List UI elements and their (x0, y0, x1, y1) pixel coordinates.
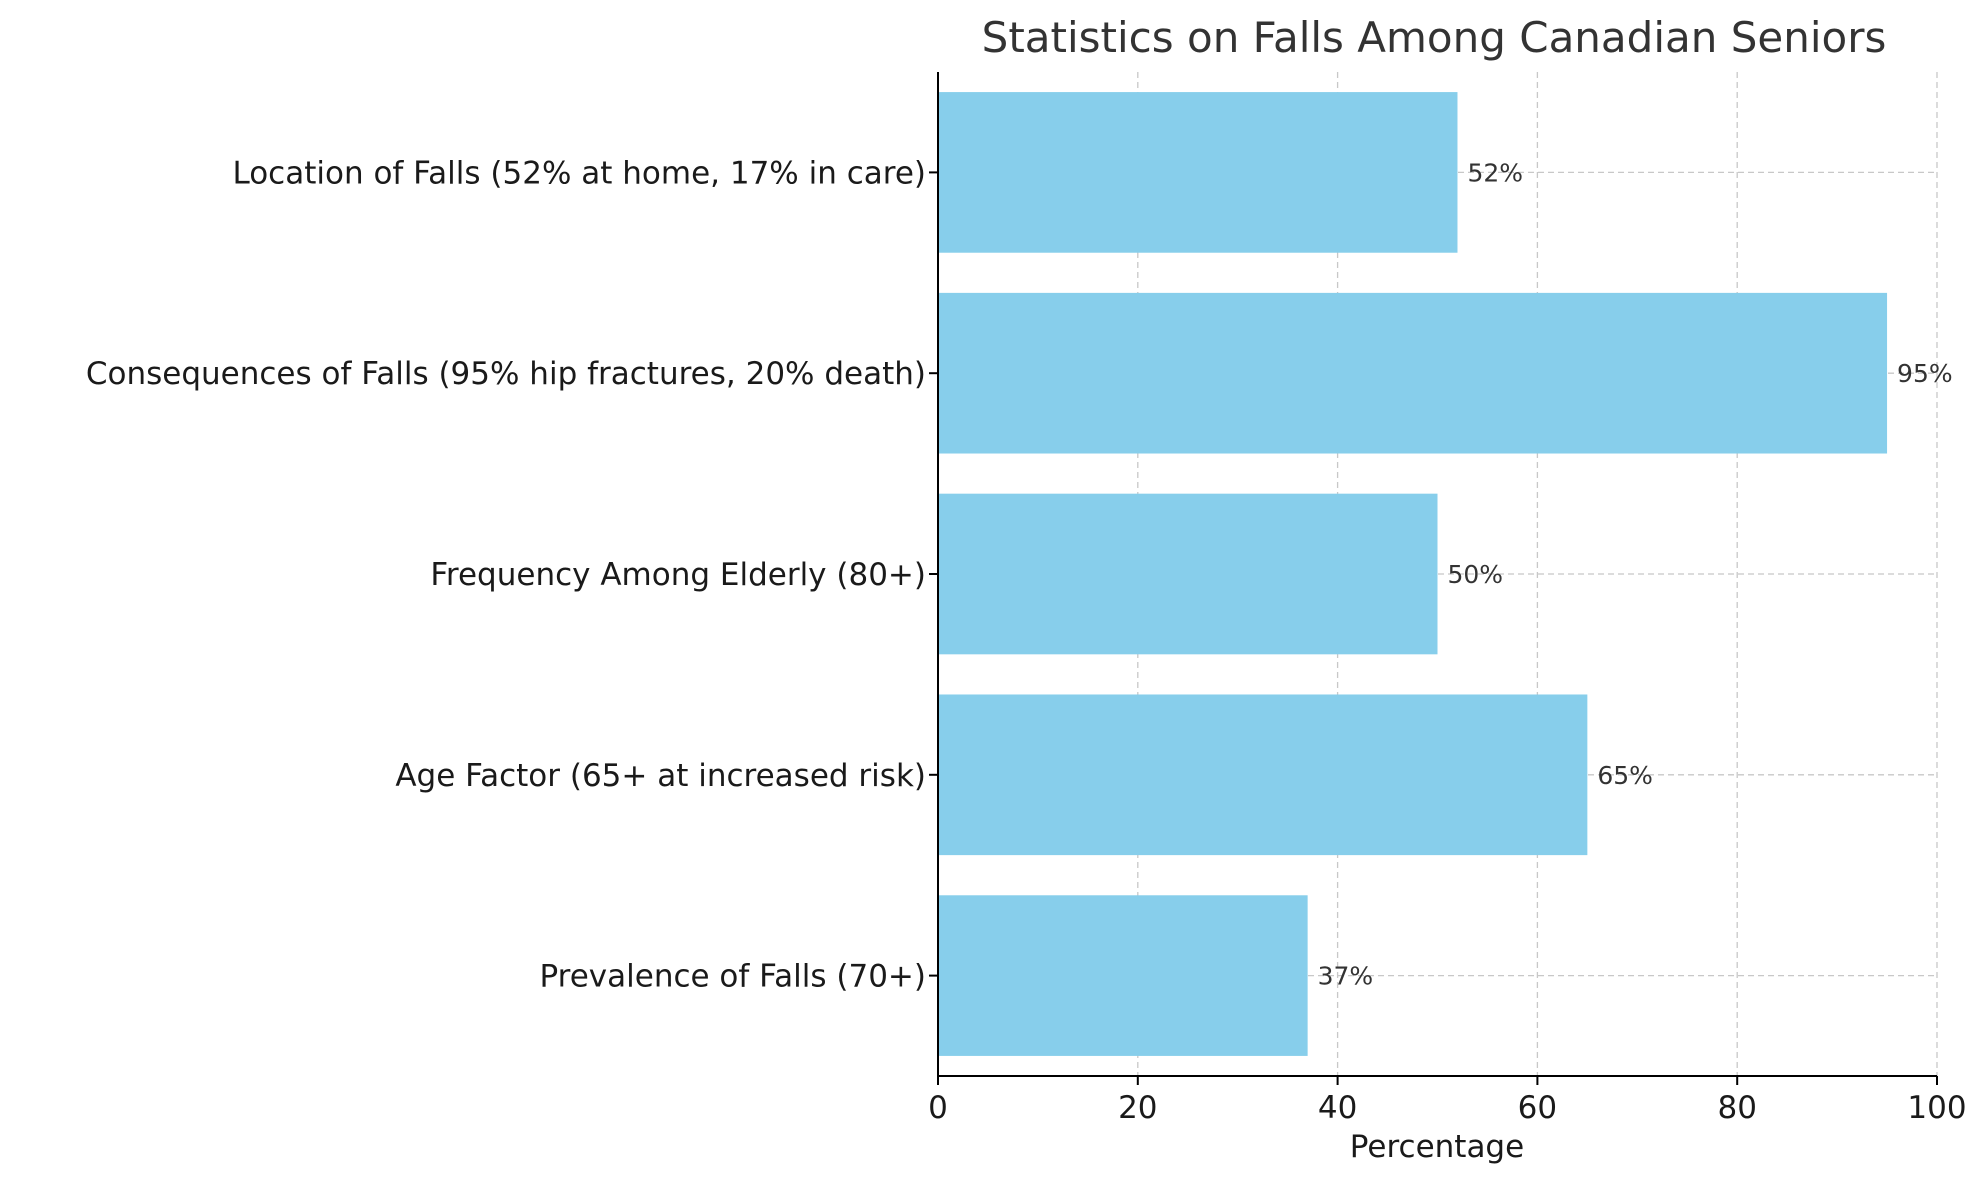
bar (938, 694, 1588, 856)
x-axis-ticks: 0 20 40 60 80 100 (928, 1076, 1967, 1126)
chart-title: Statistics on Falls Among Canadian Senio… (982, 13, 1887, 62)
x-tick-label: 80 (1717, 1090, 1756, 1126)
bar-value-label: 65% (1597, 761, 1653, 790)
bar (938, 292, 1888, 454)
x-tick-label: 40 (1318, 1090, 1357, 1126)
bar (938, 92, 1458, 253)
x-tick-label: 0 (928, 1090, 948, 1126)
y-tick-label: Prevalence of Falls (70+) (540, 959, 927, 995)
y-tick-label: Consequences of Falls (95% hip fractures… (86, 356, 926, 392)
bar (938, 895, 1308, 1056)
x-tick-label: 60 (1518, 1090, 1557, 1126)
x-axis-label: Percentage (1350, 1129, 1524, 1165)
x-tick-label: 100 (1907, 1090, 1966, 1126)
bar-value-label: 95% (1897, 359, 1953, 388)
bar (938, 493, 1438, 655)
y-axis-ticks: Prevalence of Falls (70+) Age Factor (65+… (86, 155, 938, 995)
bars (938, 92, 1888, 1056)
data-labels: 37% 65% 50% 95% 52% (1318, 158, 1953, 990)
x-tick-label: 20 (1118, 1090, 1157, 1126)
bar-value-label: 52% (1467, 158, 1523, 187)
y-tick-label: Frequency Among Elderly (80+) (430, 557, 926, 593)
bar-value-label: 37% (1318, 962, 1374, 991)
y-tick-label: Age Factor (65+ at increased risk) (395, 758, 926, 794)
y-tick-label: Location of Falls (52% at home, 17% in c… (232, 155, 926, 191)
bar-value-label: 50% (1448, 560, 1504, 589)
